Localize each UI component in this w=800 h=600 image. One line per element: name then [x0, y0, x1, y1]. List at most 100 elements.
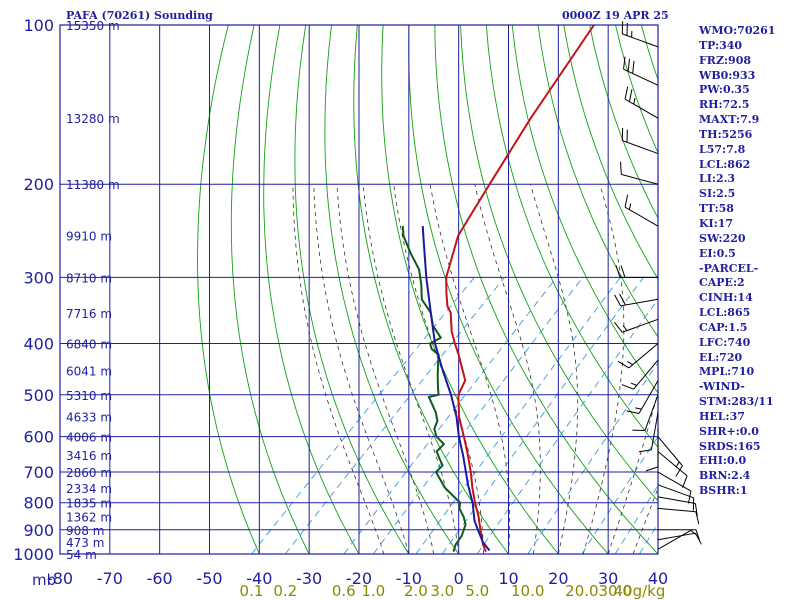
moist-adiabat	[429, 184, 511, 554]
index-entry: PW:0.35	[699, 83, 750, 97]
wind-barb-feather	[694, 532, 702, 545]
dry-adiabat	[263, 25, 360, 554]
temp-tick-label: 0	[454, 569, 464, 588]
dry-adiabat	[324, 25, 460, 554]
mixing-ratio-label: 30.0	[598, 582, 631, 600]
wind-barb-feather	[628, 89, 633, 102]
mixing-ratio-line	[476, 298, 658, 554]
height-label: 54 m	[66, 548, 97, 562]
mixing-ratio-line	[284, 277, 505, 554]
wind-barb-staff	[657, 451, 688, 477]
wind-barb	[614, 293, 659, 307]
pressure-label-800: 800	[23, 494, 54, 513]
wind-barb	[657, 529, 696, 550]
dry-adiabat	[563, 25, 658, 280]
wind-barb-feather	[620, 265, 626, 278]
height-label: 3416 m	[66, 449, 112, 463]
wind-barb-staff	[657, 484, 694, 499]
wind-barb	[638, 412, 659, 453]
wind-barb-feather	[645, 466, 659, 472]
diagram-grid	[60, 25, 658, 554]
index-entry: RH:72.5	[699, 98, 750, 112]
dry-adiabat	[485, 25, 658, 448]
pressure-unit-label: mb	[32, 571, 56, 589]
height-label: 11380 m	[66, 178, 120, 192]
wind-barb-feather	[623, 56, 626, 70]
moist-adiabat	[632, 486, 658, 554]
wind-barb	[657, 532, 702, 545]
index-entry: CAPE:2	[699, 276, 745, 290]
pressure-axis-labels: 100 200 300 400 500 600 700 800 900 1000 mb	[13, 16, 56, 589]
wind-barb-feather	[624, 86, 629, 100]
height-label: 8710 m	[66, 271, 112, 285]
moist-adiabat	[313, 184, 410, 554]
index-entry: SHR+:0.0	[699, 424, 759, 438]
plot-border	[59, 24, 659, 555]
temp-tick-label: -80	[47, 569, 73, 588]
index-entry: -WIND-	[699, 380, 745, 394]
dry-adiabat	[460, 25, 658, 502]
wind-barbs	[614, 21, 702, 550]
wind-barb-feather	[675, 465, 683, 477]
index-entry: BSHR:1	[699, 484, 748, 498]
index-entry: LCL:862	[699, 157, 751, 171]
wind-barb	[617, 343, 659, 369]
mixing-ratio-label: 40g/kg	[614, 582, 666, 600]
pressure-label-600: 600	[23, 428, 54, 447]
wind-barb-staff	[621, 173, 659, 185]
height-label: 1835 m	[66, 497, 112, 511]
wind-barb	[624, 194, 659, 227]
dry-adiabat	[294, 25, 410, 554]
height-label: 473 m	[66, 536, 104, 550]
wind-barb-feather	[627, 58, 631, 72]
index-entry: HEL:37	[699, 409, 745, 423]
dry-adiabat	[197, 25, 260, 554]
index-entry: SW:220	[699, 231, 746, 245]
index-entry: SRDS:165	[699, 439, 761, 453]
mixing-ratio-label: 0.6	[332, 582, 356, 600]
height-labels: 15350 m 13280 m 11380 m 9910 m 8710 m 7716 m 6…	[66, 19, 120, 562]
wind-barb-half-feather	[690, 529, 696, 535]
temp-tick-label: -10	[396, 569, 422, 588]
mixing-ratio-label: 10.0	[511, 582, 544, 600]
wind-barb-staff	[622, 33, 659, 48]
index-entry: SI:2.5	[699, 187, 736, 201]
wind-barb-feather	[626, 410, 640, 414]
index-entry: EHI:0.0	[699, 454, 747, 468]
wind-barb-staff	[633, 359, 659, 390]
plot-frame	[59, 24, 659, 555]
mixing-ratio-label: 2.0	[404, 582, 428, 600]
temp-tick-label: 30	[598, 569, 618, 588]
height-label: 6041 m	[66, 365, 112, 379]
wind-barb-feather	[621, 384, 634, 390]
wind-barb-staff	[622, 140, 659, 155]
pressure-label-100: 100	[23, 16, 54, 35]
index-entry: CINH:14	[699, 291, 753, 305]
pressure-label-400: 400	[23, 334, 54, 353]
dry-adiabat	[353, 25, 509, 554]
wind-barb-staff	[657, 529, 692, 550]
mixing-ratio-label: 0.1	[240, 582, 264, 600]
temp-tick-label: -70	[97, 569, 123, 588]
dry-adiabat	[230, 25, 310, 554]
mixing-ratio-label: 0.2	[273, 582, 297, 600]
height-label: 2860 m	[66, 466, 112, 480]
height-label: 908 m	[66, 524, 104, 538]
index-entry: LCL:865	[699, 306, 751, 320]
pressure-label-900: 900	[23, 521, 54, 540]
moist-adiabat	[292, 184, 385, 554]
index-entry: STM:283/11	[699, 395, 774, 409]
station-title: PAFA (70261) Sounding	[66, 9, 213, 22]
wind-barb	[620, 161, 659, 185]
index-entry: LFC:740	[699, 335, 751, 349]
dry-adiabat	[434, 25, 658, 554]
pressure-label-1000: 1000	[13, 545, 54, 564]
wind-barb	[657, 471, 692, 504]
dry-adiabat	[381, 25, 559, 554]
height-label: 6840 m	[66, 337, 112, 351]
wind-barb-feather	[695, 511, 700, 525]
dry-adiabat	[511, 25, 658, 394]
parcel-profile	[421, 226, 491, 552]
wind-barb	[632, 394, 659, 431]
wind-barb-feather	[619, 293, 626, 306]
